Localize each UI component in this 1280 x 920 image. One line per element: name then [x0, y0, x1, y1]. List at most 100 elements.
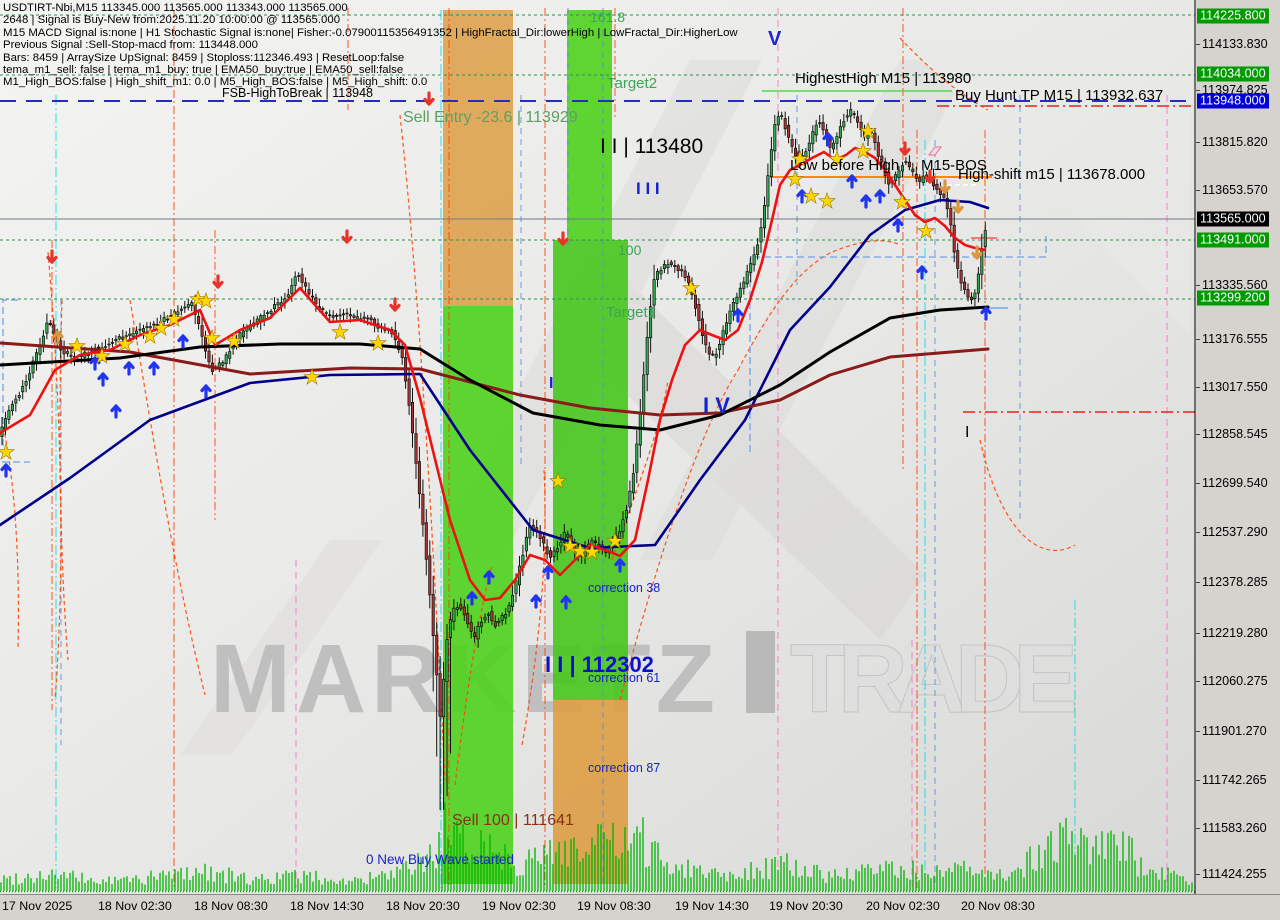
price-tick-mark	[1196, 681, 1200, 682]
up-arrow-marker	[148, 361, 160, 376]
price-badge: 114034.000	[1197, 66, 1269, 82]
price-tick-label: 113017.550	[1202, 380, 1268, 394]
wave-2-high-label: I I | 113480	[600, 135, 703, 158]
price-tick-mark	[1196, 142, 1200, 143]
down-arrow-marker	[939, 179, 951, 194]
price-tick-mark	[1196, 874, 1200, 875]
wave-1-blue-label: I	[549, 375, 553, 392]
down-arrow-marker	[924, 169, 936, 184]
time-tick-label: 17 Nov 2025	[2, 899, 73, 913]
price-axis[interactable]: 114133.830 113974.825 113815.820 113653.570…	[1196, 0, 1280, 894]
sar-dashed-curve	[399, 114, 446, 781]
new-buy-wave-label: 0 New Buy Wave started	[366, 852, 514, 867]
down-arrow-marker	[341, 229, 353, 244]
price-badge: 113491.000	[1197, 232, 1269, 248]
price-tick-label: 113815.820	[1202, 135, 1268, 149]
star-marker: ★	[854, 140, 873, 163]
fib-100-label: 100	[618, 242, 642, 258]
m15-bos-label: M15-BOS	[921, 157, 987, 174]
star-marker: ★	[189, 288, 208, 311]
up-arrow-marker	[980, 306, 992, 321]
high-shift-label: High-shift m15 | 113678.000	[958, 166, 1145, 183]
price-tick-mark	[1196, 190, 1200, 191]
price-badge: 113299.200	[1197, 290, 1269, 306]
correction-87-label: correction 87	[588, 761, 660, 775]
sar-dashed-curve	[1, 419, 20, 651]
up-arrow-marker	[916, 265, 928, 280]
fractal-step-line	[749, 236, 1047, 452]
price-tick-label: 113176.555	[1202, 332, 1268, 346]
price-tick-label: 112219.280	[1202, 626, 1268, 640]
star-marker: ★	[571, 540, 590, 563]
wave-1-black-label: I	[965, 424, 969, 441]
up-arrow-marker	[123, 361, 135, 376]
price-tick-mark	[1196, 483, 1200, 484]
up-arrow-marker	[52, 330, 64, 345]
star-marker: ★	[93, 345, 112, 368]
price-tick-mark	[1196, 339, 1200, 340]
star-marker: ★	[203, 327, 222, 350]
time-tick-label: 19 Nov 14:30	[675, 899, 749, 913]
up-arrow-marker	[97, 372, 109, 387]
star-marker: ★	[141, 325, 160, 348]
price-tick-label: 113335.560	[1202, 278, 1268, 292]
fractal-v-glyph: V	[768, 28, 782, 50]
price-tick-label: 111583.260	[1202, 821, 1267, 835]
highest-high-label: HighestHigh M15 | 113980	[795, 70, 971, 87]
ma-red-fast	[0, 146, 987, 602]
down-arrow-marker	[557, 231, 569, 246]
candles-bullish	[0, 109, 987, 718]
up-arrow-marker	[732, 308, 744, 323]
star-marker: ★	[818, 190, 837, 213]
sar-dashed-curve	[611, 379, 669, 561]
star-marker: ★	[303, 366, 322, 389]
correction-61-label: correction 61	[588, 671, 660, 685]
time-tick-label: 19 Nov 20:30	[769, 899, 843, 913]
up-arrow-marker	[860, 194, 872, 209]
star-marker: ★	[165, 308, 184, 331]
down-arrow-marker	[423, 91, 435, 106]
star-marker: ★	[331, 321, 350, 344]
fractal-step-line	[2, 299, 30, 463]
star-marker: ★	[828, 148, 847, 171]
flag-marker	[928, 146, 942, 156]
chart-svg: MARKETZTRADE★★★★★★★★★★★★★★★★★★★★★★★★★★★★…	[0, 0, 1196, 894]
time-tick-label: 20 Nov 02:30	[866, 899, 940, 913]
price-tick-mark	[1196, 532, 1200, 533]
star-marker: ★	[583, 541, 602, 564]
ma-navy	[0, 198, 990, 550]
fsb-label: FSB-HighToBreak | 113948	[222, 86, 373, 100]
up-arrow-marker	[200, 384, 212, 399]
star-marker: ★	[802, 185, 821, 208]
time-axis[interactable]: 17 Nov 2025 18 Nov 02:30 18 Nov 08:30 18 No…	[0, 894, 1280, 920]
wave-2-low-label: I I | 112302	[545, 652, 654, 677]
up-arrow-marker	[846, 174, 858, 189]
price-tick-label: 114133.830	[1202, 37, 1268, 51]
price-tick-mark	[1196, 285, 1200, 286]
sar-dashed-curve	[619, 369, 739, 701]
sar-dashed-curve	[521, 469, 546, 746]
star-marker: ★	[606, 530, 625, 553]
star-marker: ★	[197, 290, 216, 313]
time-tick-label: 19 Nov 02:30	[482, 899, 556, 913]
wave-3-label: I I I	[636, 179, 660, 198]
sell-100-label: Sell 100 | 111641	[452, 812, 574, 829]
price-tick-mark	[1196, 582, 1200, 583]
star-marker: ★	[369, 332, 388, 355]
star-marker: ★	[152, 317, 171, 340]
up-arrow-marker	[483, 570, 495, 585]
fib-161-8-label: 161.8	[590, 9, 625, 25]
up-arrow-marker	[560, 595, 572, 610]
chart-canvas[interactable]: MARKETZTRADE★★★★★★★★★★★★★★★★★★★★★★★★★★★★…	[0, 0, 1196, 894]
price-tick-label: 112858.545	[1202, 427, 1268, 441]
price-badge: 114225.800	[1197, 8, 1269, 24]
up-arrow-marker	[822, 132, 834, 147]
target1-label: Target1	[606, 304, 656, 321]
star-marker: ★	[68, 335, 87, 358]
up-arrow-marker	[177, 334, 189, 349]
price-tick-label: 111424.255	[1202, 867, 1267, 881]
sar-dashed-curve	[47, 251, 62, 701]
wave-4-label: I V	[703, 393, 730, 418]
up-arrow-marker	[874, 189, 886, 204]
star-marker: ★	[917, 220, 936, 243]
